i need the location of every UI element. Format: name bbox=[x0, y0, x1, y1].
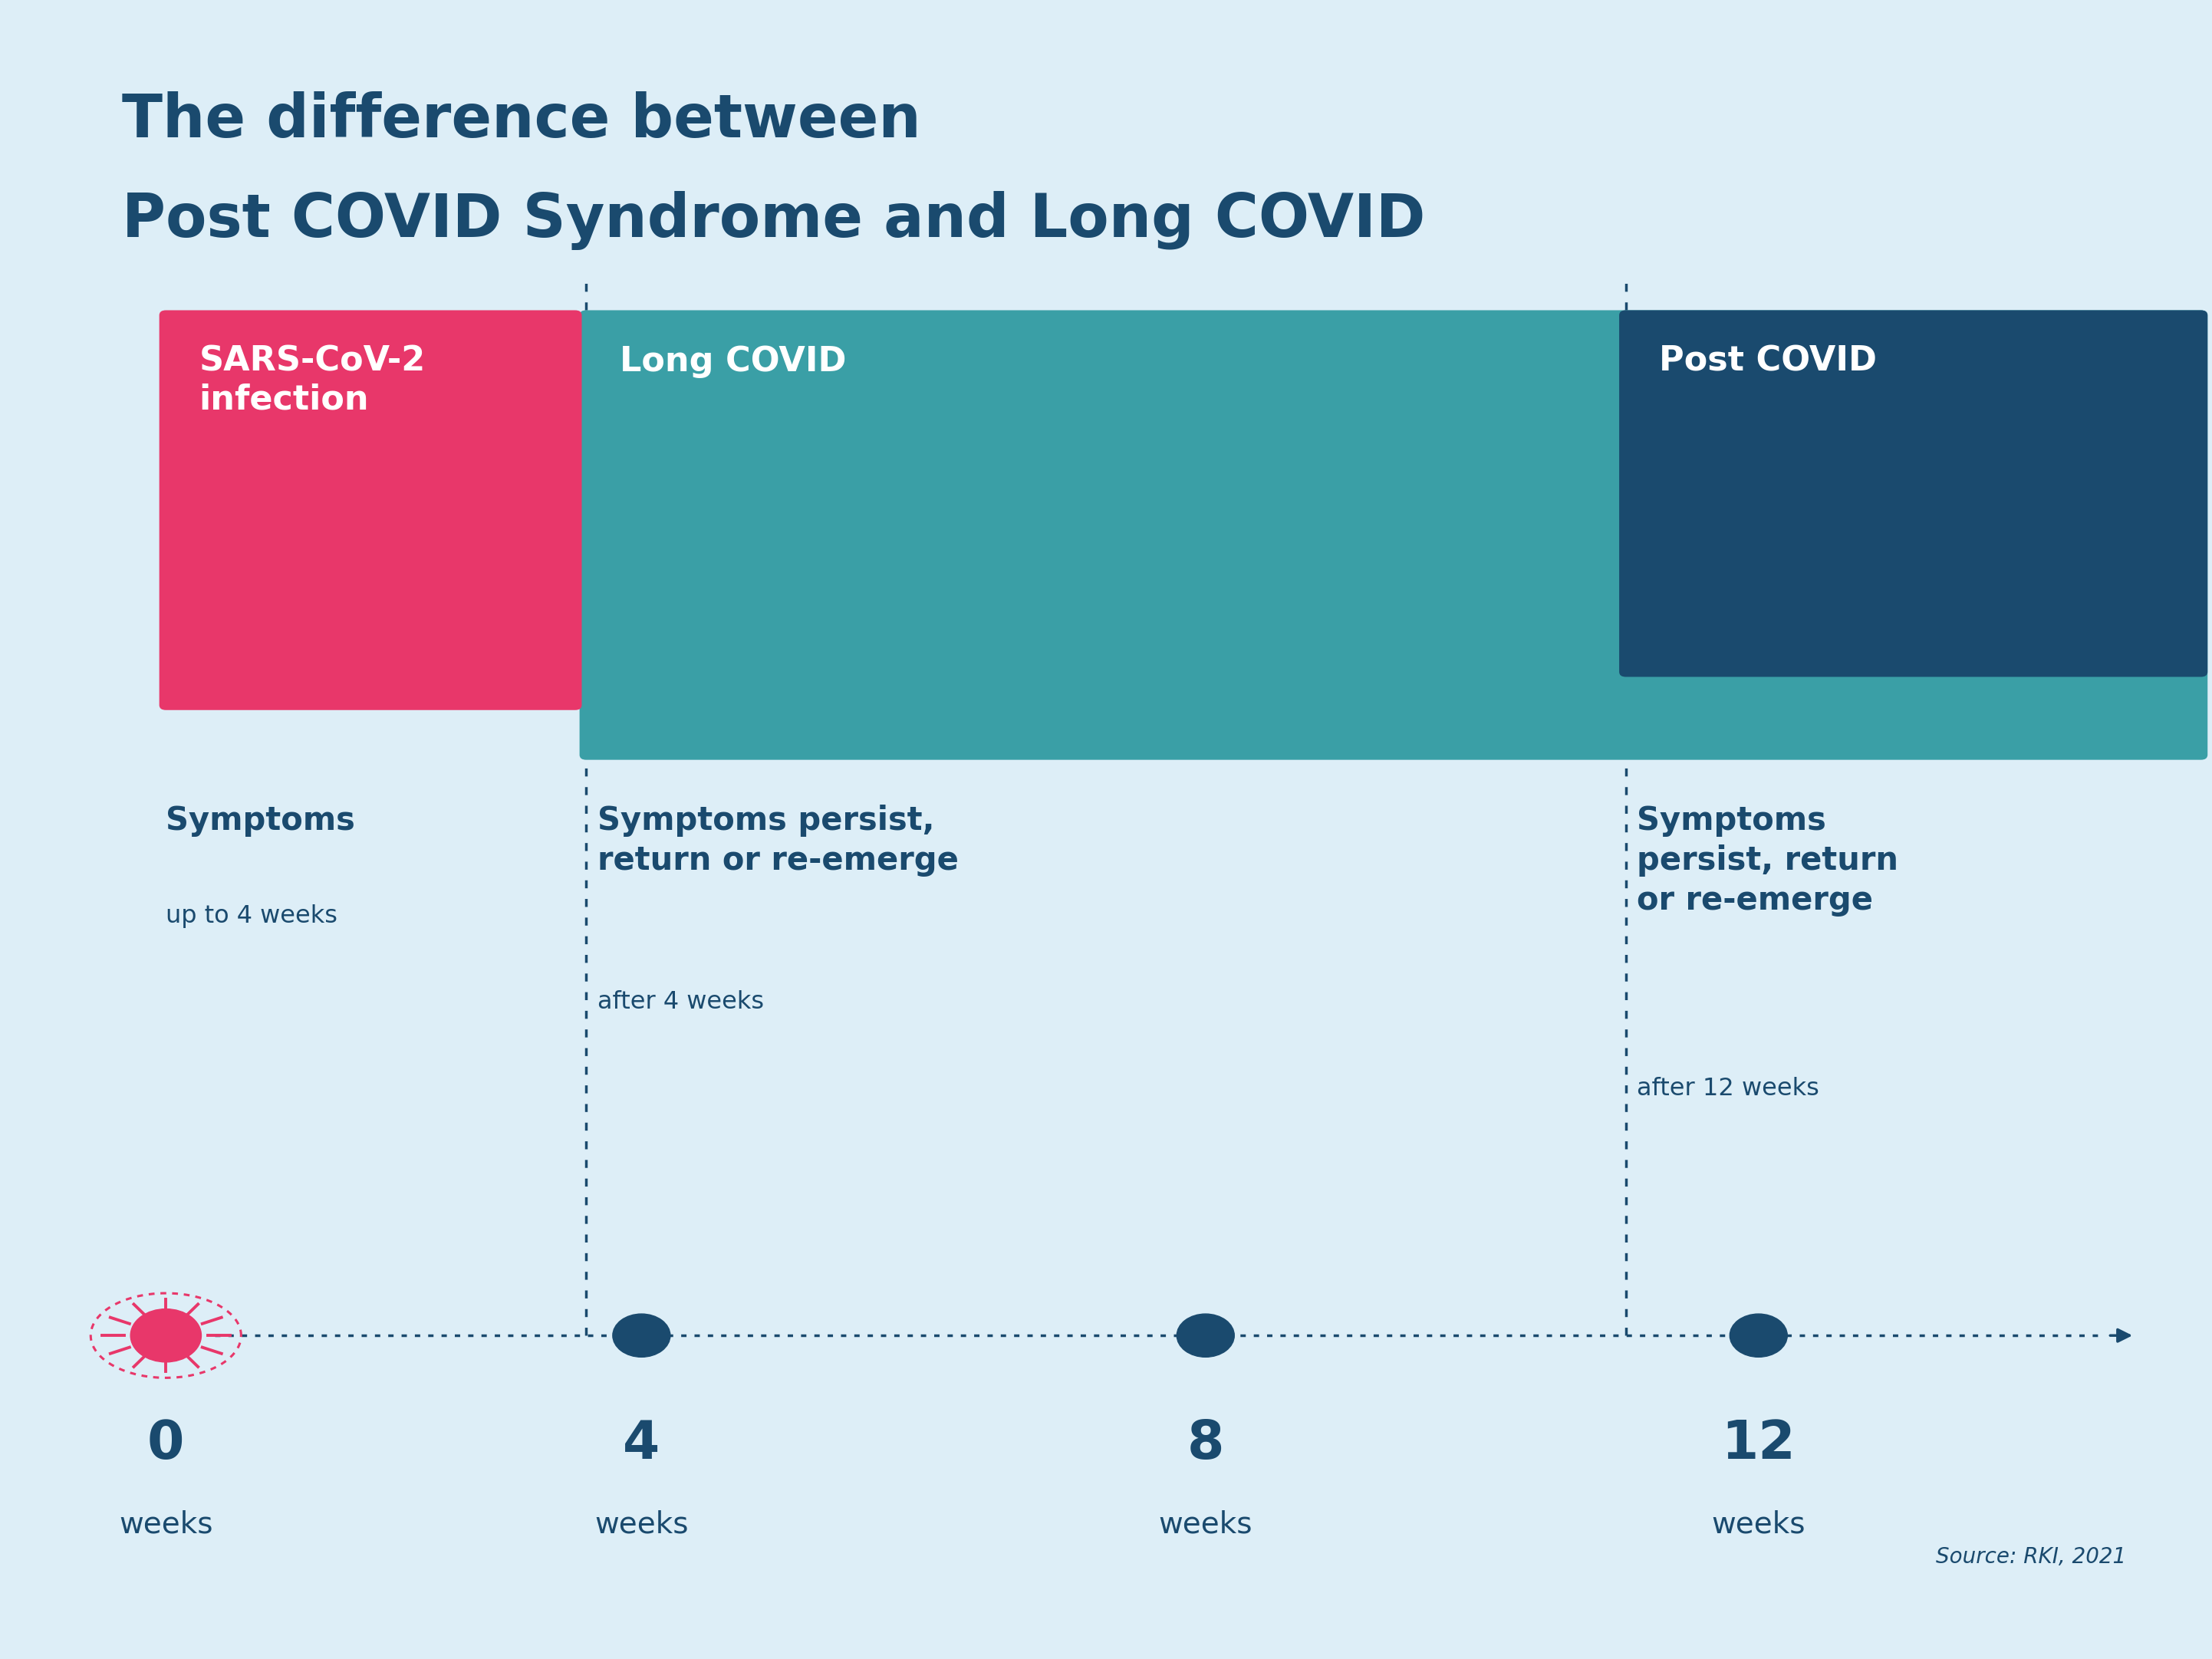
Text: 0: 0 bbox=[148, 1418, 184, 1470]
Circle shape bbox=[1730, 1314, 1787, 1357]
Text: Symptoms: Symptoms bbox=[166, 805, 356, 836]
FancyBboxPatch shape bbox=[159, 310, 582, 710]
Text: Symptoms
persist, return
or re-emerge: Symptoms persist, return or re-emerge bbox=[1637, 805, 1898, 916]
Text: after 4 weeks: after 4 weeks bbox=[597, 990, 763, 1014]
Text: up to 4 weeks: up to 4 weeks bbox=[166, 904, 338, 927]
Text: Post COVID Syndrome and Long COVID: Post COVID Syndrome and Long COVID bbox=[122, 191, 1425, 251]
Circle shape bbox=[613, 1314, 670, 1357]
FancyBboxPatch shape bbox=[580, 310, 2208, 760]
Circle shape bbox=[131, 1309, 201, 1362]
Text: weeks: weeks bbox=[1159, 1510, 1252, 1540]
Text: Post COVID: Post COVID bbox=[1659, 345, 1876, 378]
Circle shape bbox=[1177, 1314, 1234, 1357]
Text: Long COVID: Long COVID bbox=[619, 345, 845, 378]
Text: Source: RKI, 2021: Source: RKI, 2021 bbox=[1936, 1546, 2126, 1568]
Text: 12: 12 bbox=[1721, 1418, 1796, 1470]
Text: 4: 4 bbox=[624, 1418, 659, 1470]
Text: weeks: weeks bbox=[595, 1510, 688, 1540]
Text: after 12 weeks: after 12 weeks bbox=[1637, 1077, 1818, 1100]
Text: weeks: weeks bbox=[119, 1510, 212, 1540]
Text: SARS-CoV-2
infection: SARS-CoV-2 infection bbox=[199, 345, 425, 416]
FancyBboxPatch shape bbox=[1619, 310, 2208, 677]
Text: The difference between: The difference between bbox=[122, 91, 920, 149]
Text: 8: 8 bbox=[1188, 1418, 1223, 1470]
Text: Symptoms persist,
return or re-emerge: Symptoms persist, return or re-emerge bbox=[597, 805, 958, 876]
Text: weeks: weeks bbox=[1712, 1510, 1805, 1540]
